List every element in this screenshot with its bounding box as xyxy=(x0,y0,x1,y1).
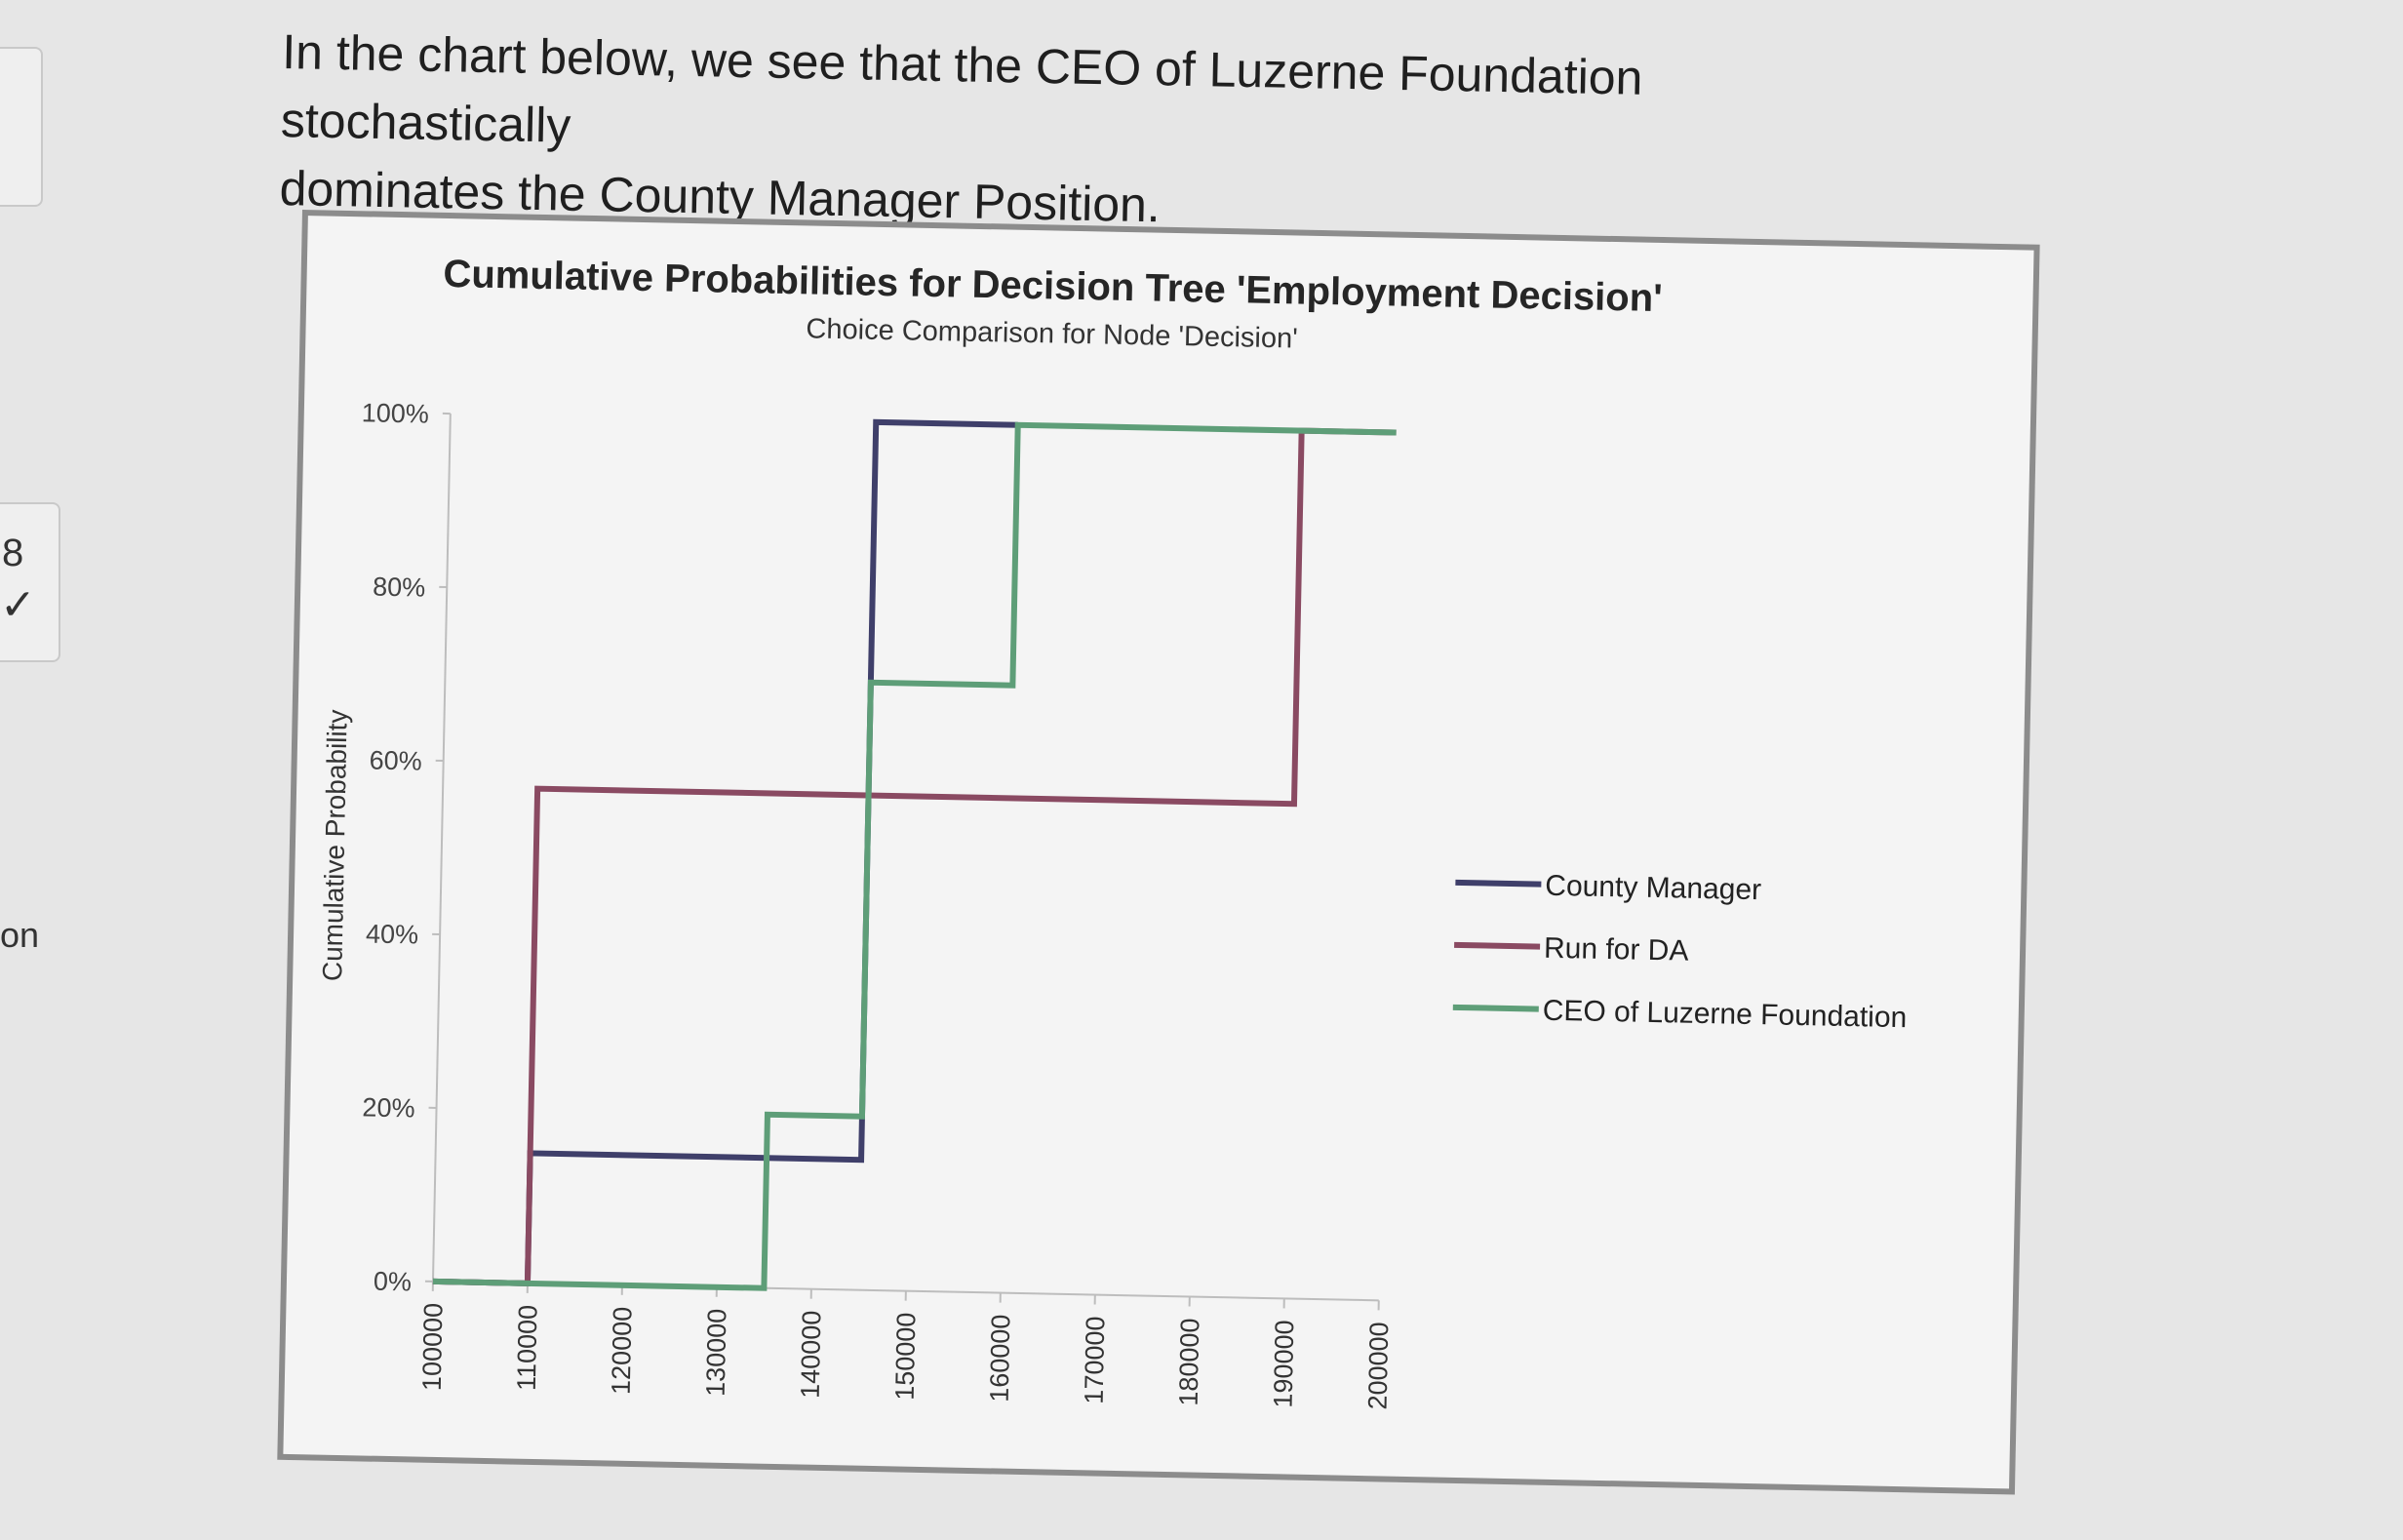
sidebar-card-1[interactable]: 3 ✓ xyxy=(0,47,43,207)
series-line xyxy=(432,427,1397,1286)
series-line xyxy=(432,421,1397,1291)
x-tick-label: 170000 xyxy=(1080,1316,1111,1404)
sidebar-card-2[interactable]: 8 ✓ xyxy=(0,502,60,662)
check-icon: ✓ xyxy=(0,581,36,629)
x-tick-label: 110000 xyxy=(512,1305,543,1392)
legend-swatch xyxy=(1452,1004,1539,1012)
legend-label: Run for DA xyxy=(1544,932,1689,967)
legend-label: CEO of Luzerne Foundation xyxy=(1542,995,1907,1034)
y-tick-label: 20% xyxy=(362,1092,415,1123)
x-tick-label: 160000 xyxy=(985,1314,1016,1402)
x-tick-label: 150000 xyxy=(890,1312,922,1401)
chart-frame: Cumulative Probabilities for Decision Tr… xyxy=(277,210,2040,1495)
y-tick-label: 80% xyxy=(373,573,426,603)
x-tick-label: 100000 xyxy=(417,1303,449,1392)
sidebar-label: on xyxy=(0,915,40,955)
chart-subtitle: Choice Comparison for Node 'Decision' xyxy=(806,313,1298,354)
y-tick-label: 0% xyxy=(374,1267,413,1297)
y-tick-label: 40% xyxy=(366,919,419,949)
x-tick-label: 190000 xyxy=(1269,1320,1300,1408)
legend-label: County Manager xyxy=(1545,870,1761,906)
series-line xyxy=(432,418,1018,1286)
y-tick-label: 60% xyxy=(369,745,422,775)
legend-swatch xyxy=(1454,941,1541,950)
check-icon: ✓ xyxy=(0,138,3,188)
y-tick-label: 100% xyxy=(361,398,429,428)
x-tick-label: 130000 xyxy=(701,1308,732,1397)
y-axis xyxy=(431,414,452,1282)
chart-title: Cumulative Probabilities for Decision Tr… xyxy=(443,253,1663,320)
x-tick-label: 200000 xyxy=(1363,1322,1395,1410)
cdf-chart: Cumulative Probabilities for Decision Tr… xyxy=(317,253,1907,1410)
legend-swatch xyxy=(1455,879,1542,888)
x-tick-label: 140000 xyxy=(796,1310,827,1399)
y-axis-label: Cumulative Probability xyxy=(317,709,353,981)
x-tick-label: 180000 xyxy=(1174,1318,1205,1406)
sidebar-card-number: 8 xyxy=(2,532,24,574)
x-tick-label: 120000 xyxy=(607,1307,638,1396)
